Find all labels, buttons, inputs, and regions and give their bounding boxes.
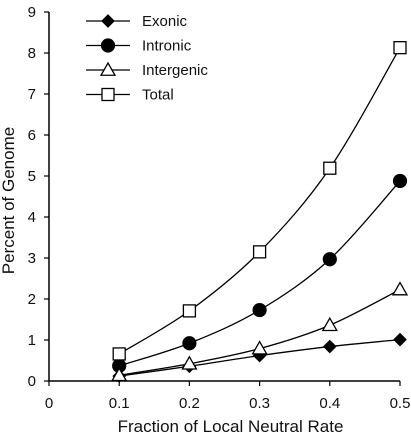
series-intronic	[112, 173, 408, 373]
point-intronic	[182, 336, 197, 351]
legend-item-intronic: Intronic	[86, 38, 192, 55]
y-tick-label: 3	[28, 250, 36, 267]
point-intergenic	[321, 316, 338, 332]
point-total	[112, 347, 126, 361]
series-total	[112, 41, 407, 361]
legend-marker-intronic	[100, 38, 116, 53]
y-tick-label: 5	[28, 168, 36, 185]
series-layer	[111, 41, 409, 383]
y-tick-label: 4	[28, 209, 36, 226]
legend-label-intergenic: Intergenic	[142, 62, 208, 79]
legend-marker-exonic	[101, 14, 115, 28]
point-intergenic	[111, 366, 128, 382]
legend-marker-total	[101, 87, 115, 102]
point-total	[182, 304, 197, 318]
y-tick-label: 7	[28, 86, 36, 103]
x-tick-label: 0	[45, 395, 53, 412]
point-total	[393, 41, 407, 55]
point-intronic	[322, 252, 337, 267]
legend: Exonic Intronic Intergenic Total	[86, 13, 208, 104]
ticks: 0 1 2 3 4 5 6 7 8 9 0 0.1 0.2 0.3 0.4 0.5	[28, 4, 411, 412]
point-total	[323, 161, 337, 175]
x-tick-label: 0.5	[390, 395, 411, 412]
x-tick-label: 0.3	[249, 395, 270, 412]
x-tick-label: 0.4	[319, 395, 340, 412]
x-tick-label: 0.1	[109, 395, 130, 412]
y-tick-label: 9	[28, 4, 36, 21]
y-tick-label: 1	[28, 332, 36, 349]
y-tick-label: 0	[28, 373, 36, 390]
point-intronic	[252, 302, 267, 318]
y-tick-label: 6	[28, 127, 36, 144]
series-line-intronic	[119, 180, 401, 367]
point-exonic	[322, 339, 337, 354]
y-tick-label: 8	[28, 45, 36, 62]
point-intergenic	[391, 281, 409, 296]
y-axis-title: Percent of Genome	[0, 127, 18, 274]
series-intergenic	[111, 281, 409, 382]
legend-label-intronic: Intronic	[142, 38, 192, 55]
legend-label-exonic: Exonic	[142, 13, 188, 30]
point-intronic	[392, 173, 408, 189]
legend-label-total: Total	[142, 87, 174, 104]
point-intergenic	[251, 340, 268, 355]
x-axis-title: Fraction of Local Neutral Rate	[118, 417, 344, 436]
point-intergenic	[181, 355, 198, 370]
legend-marker-intergenic	[99, 61, 117, 76]
x-tick-label: 0.2	[179, 395, 200, 412]
legend-item-intergenic: Intergenic	[86, 61, 208, 79]
point-exonic	[393, 332, 407, 347]
y-tick-label: 2	[28, 291, 36, 308]
point-total	[252, 245, 267, 259]
axes	[48, 12, 400, 382]
legend-item-exonic: Exonic	[86, 13, 188, 30]
legend-item-total: Total	[86, 87, 174, 104]
